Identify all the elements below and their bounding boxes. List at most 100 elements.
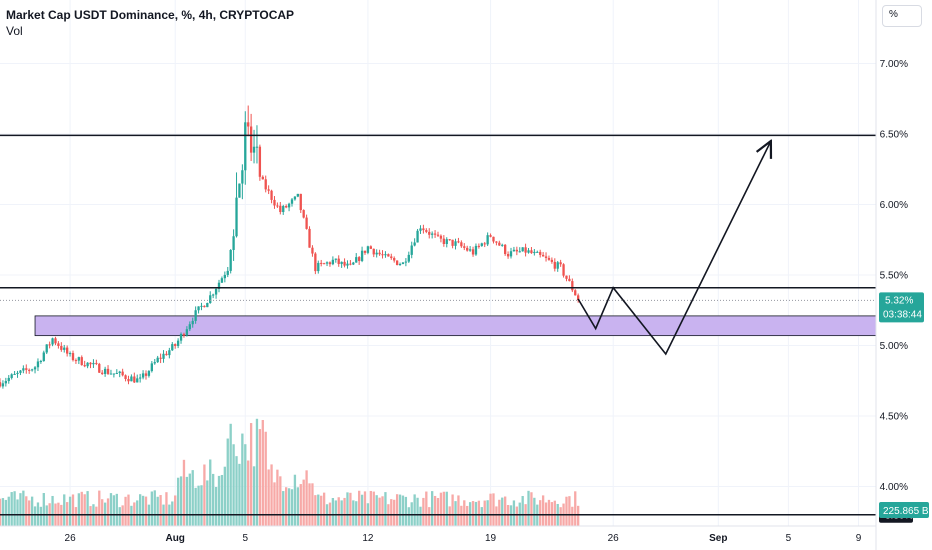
volume-bar: [273, 482, 276, 526]
volume-bar: [285, 487, 288, 526]
candle-body: [95, 362, 98, 364]
volume-bar: [0, 498, 2, 526]
candle-body: [112, 373, 116, 375]
support-zone: [34, 315, 877, 337]
candle-body: [556, 262, 559, 269]
candle-body: [387, 254, 390, 257]
volume-bar: [358, 490, 361, 526]
volume-bar: [206, 480, 209, 526]
volume-bar: [360, 494, 364, 526]
volume-bar: [25, 496, 28, 526]
volume-bar: [419, 506, 422, 526]
candle-body: [150, 363, 153, 372]
volume-bar: [547, 499, 551, 526]
volume-bar: [77, 493, 80, 526]
time-axis[interactable]: 26 Aug 5 12 19 26 Sep 5 9: [65, 533, 862, 544]
candle-body: [86, 362, 89, 367]
candle-body: [60, 345, 63, 350]
candle-body: [214, 288, 218, 295]
volume-bar: [197, 485, 200, 526]
volume-bar: [512, 500, 516, 526]
bar-countdown: 03:38:44: [883, 309, 922, 320]
volume-bar: [252, 466, 256, 526]
candle-body: [483, 243, 486, 245]
volume-bar: [176, 477, 180, 526]
candle-body: [311, 247, 314, 254]
candle-body: [425, 230, 428, 232]
candle-body: [255, 146, 259, 148]
volume-bar: [39, 506, 43, 526]
candle-body: [0, 382, 2, 387]
candle-body: [433, 233, 437, 235]
volume-bar: [369, 490, 372, 526]
time-tick-label: 12: [362, 533, 374, 544]
candle-body: [264, 179, 267, 190]
volume-bar: [1, 498, 5, 526]
volume-bar: [185, 476, 189, 526]
volume-bar: [30, 496, 34, 526]
volume-bar: [141, 495, 145, 526]
volume-bar: [448, 506, 451, 526]
volume-bar: [287, 488, 291, 526]
candle-body: [401, 262, 405, 265]
volume-bar: [241, 433, 244, 526]
candle-body: [68, 353, 72, 355]
time-tick-label: 5: [786, 533, 792, 544]
chart-header: Market Cap USDT Dominance, %, 4h, CRYPTO…: [6, 7, 294, 39]
candle-body: [22, 368, 25, 371]
volume-bar: [118, 507, 121, 526]
volume-bar: [439, 492, 443, 526]
price-axis[interactable]: 7.00% 6.50% 6.00% 5.50% 5.00% 4.50% 4.00%: [880, 59, 908, 493]
volume-bar: [433, 495, 437, 526]
volume-bar: [571, 506, 574, 526]
projection-polyline[interactable]: [577, 141, 771, 356]
candle-body: [252, 146, 256, 153]
time-tick-label: 5: [242, 533, 248, 544]
candle-body: [474, 245, 478, 255]
candle-body: [238, 183, 241, 198]
volume-bar: [463, 500, 466, 526]
volume-bar: [498, 499, 501, 526]
volume-bar: [45, 505, 48, 526]
volume-bar: [106, 498, 110, 526]
volume-bars: [0, 418, 580, 526]
candle-body: [121, 371, 124, 376]
volume-bar: [515, 506, 518, 526]
volume-bar: [322, 492, 326, 526]
price-tick-label: 4.50%: [880, 412, 908, 423]
candle-body: [346, 263, 349, 266]
candle-body: [206, 302, 209, 308]
candle-body: [317, 262, 320, 272]
candle-body: [36, 361, 40, 368]
candle-body: [258, 146, 262, 177]
volume-value: 225.865 B: [883, 506, 929, 517]
candle-body: [273, 199, 276, 206]
candle-body: [442, 238, 445, 245]
candle-body: [109, 373, 113, 375]
volume-bar: [130, 505, 133, 526]
time-tick-label: 26: [608, 533, 620, 544]
candle-body: [413, 242, 416, 246]
time-tick-label: Aug: [165, 533, 184, 544]
volume-bar: [428, 507, 431, 526]
volume-bar: [372, 491, 375, 526]
candle-body: [381, 254, 384, 256]
candle-body: [106, 368, 110, 374]
candle-body: [509, 251, 513, 257]
candle-body: [544, 256, 548, 258]
candle-body: [384, 254, 387, 256]
volume-bar: [302, 479, 305, 526]
candle-body: [77, 357, 80, 361]
percent-scale-button[interactable]: %: [882, 5, 922, 27]
volume-bar: [413, 494, 416, 526]
candle-body: [220, 278, 224, 283]
volume-bar: [501, 497, 504, 526]
volume-bar: [477, 500, 481, 526]
candle-body: [124, 375, 127, 380]
volume-bar: [28, 500, 31, 526]
candle-body: [285, 206, 288, 208]
volume-bar: [401, 495, 405, 526]
candle-body: [89, 362, 92, 365]
candle-body: [550, 259, 554, 262]
